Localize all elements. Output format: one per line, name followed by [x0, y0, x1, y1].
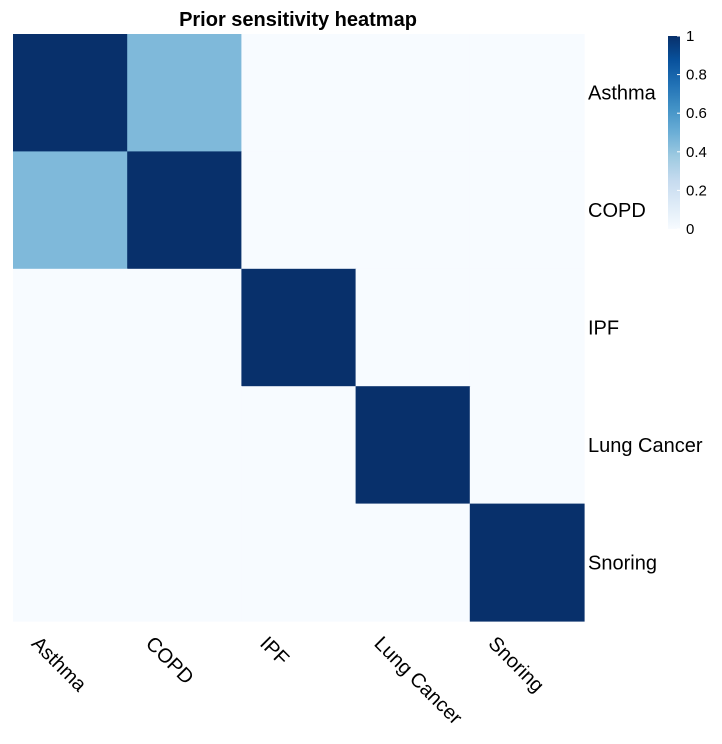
colorbar-gradient — [668, 36, 680, 229]
colorbar-tick-label: 1 — [686, 28, 694, 45]
heatmap-cell-asthma-asthma — [13, 34, 128, 152]
heatmap-cell-lung-cancer-asthma — [13, 386, 128, 505]
heatmap-cell-asthma-ipf — [241, 34, 357, 152]
heatmap-cell-ipf-lung-cancer — [355, 268, 471, 387]
chart-title: Prior sensitivity heatmap — [179, 9, 417, 31]
heatmap-cell-ipf-asthma — [13, 268, 128, 387]
heatmap-cell-lung-cancer-copd — [127, 386, 242, 505]
heatmap-cell-snoring-snoring — [469, 503, 585, 622]
heatmap-cell-lung-cancer-lung-cancer — [355, 386, 471, 505]
column-label-snoring: Snoring — [484, 633, 548, 697]
row-label-ipf: IPF — [588, 318, 619, 340]
row-label-copd: COPD — [588, 200, 646, 222]
heatmap-cell-copd-lung-cancer — [355, 151, 471, 270]
heatmap-cell-snoring-asthma — [13, 503, 128, 622]
column-label-asthma: Asthma — [27, 633, 91, 697]
column-labels: Asthma COPD IPF Lung Cancer Snoring — [27, 633, 548, 730]
heatmap-cell-lung-cancer-ipf — [241, 386, 357, 505]
row-labels: Asthma COPD IPF Lung Cancer Snoring — [588, 83, 703, 575]
heatmap-cells — [13, 34, 585, 622]
heatmap-cell-ipf-copd — [127, 268, 242, 387]
heatmap-cell-lung-cancer-snoring — [469, 386, 585, 505]
colorbar-tick-label: 0.6 — [686, 105, 707, 122]
heatmap-cell-ipf-snoring — [469, 268, 585, 387]
colorbar-tick-label: 0.8 — [686, 67, 707, 84]
row-label-asthma: Asthma — [588, 83, 657, 105]
heatmap-cell-asthma-lung-cancer — [355, 34, 471, 152]
column-label-ipf: IPF — [255, 633, 293, 671]
row-label-snoring: Snoring — [588, 552, 657, 574]
colorbar-tick-label: 0.2 — [686, 182, 707, 199]
heatmap-cell-asthma-copd — [127, 34, 242, 152]
heatmap-cell-asthma-snoring — [469, 34, 585, 152]
heatmap-cell-copd-ipf — [241, 151, 357, 270]
heatmap-cell-copd-copd — [127, 151, 242, 270]
colorbar: 0 0.2 0.4 0.6 0.8 1 — [668, 28, 707, 238]
heatmap-cell-ipf-ipf — [241, 268, 357, 387]
colorbar-tick-label: 0 — [686, 221, 694, 238]
heatmap-cell-copd-asthma — [13, 151, 128, 270]
heatmap-cell-snoring-lung-cancer — [355, 503, 471, 622]
row-label-lung-cancer: Lung Cancer — [588, 435, 703, 457]
column-label-lung-cancer: Lung Cancer — [370, 633, 467, 730]
column-label-copd: COPD — [141, 633, 197, 689]
colorbar-tick-label: 0.4 — [686, 144, 707, 161]
heatmap-cell-snoring-ipf — [241, 503, 357, 622]
heatmap-cell-copd-snoring — [469, 151, 585, 270]
heatmap-cell-snoring-copd — [127, 503, 242, 622]
